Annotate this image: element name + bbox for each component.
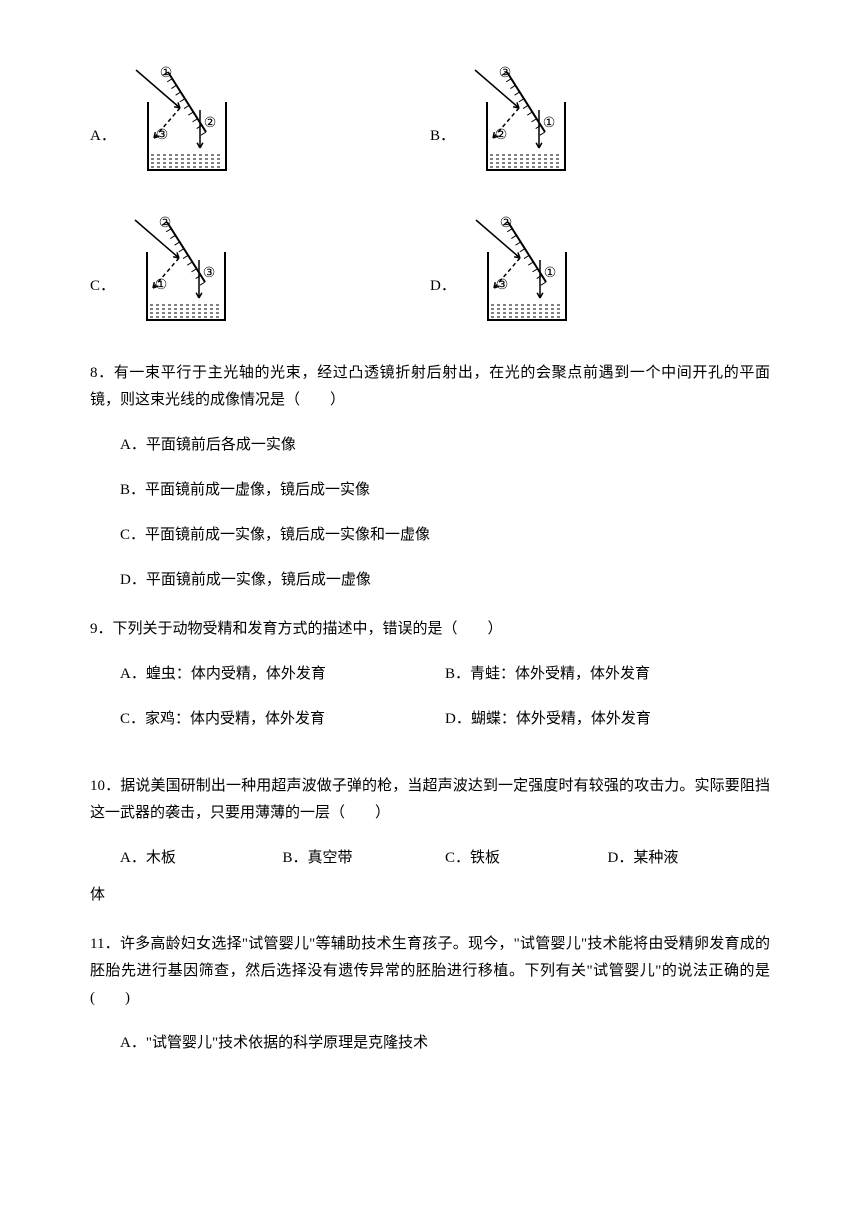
q7-diagram-D: ② ③ ① xyxy=(468,210,578,325)
q7-diagram-C: ② ① ③ xyxy=(127,210,237,325)
svg-text:②: ② xyxy=(204,114,217,130)
q10-opt-C: C．铁板 xyxy=(445,845,608,872)
svg-text:②: ② xyxy=(159,214,172,230)
q11-text: 许多高龄妇女选择"试管婴儿"等辅助技术生育孩子。现今，"试管婴儿"技术能将由受精… xyxy=(90,936,770,1006)
q9-options: A．蝗虫：体内受精，体外发育 B．青蛙：体外受精，体外发育 C．家鸡：体内受精，… xyxy=(120,661,770,751)
svg-text:①: ① xyxy=(155,276,168,292)
q8-number: 8． xyxy=(90,365,114,381)
q10-opt-D: D．某种液 xyxy=(608,845,771,872)
q7-row1: A． ① ③ ② B． ③ ② ① xyxy=(90,60,770,175)
q11-options: A．"试管婴儿"技术依据的科学原理是克隆技术 xyxy=(120,1030,770,1057)
q7-diagram-A: ① ③ ② xyxy=(128,60,238,175)
svg-text:②: ② xyxy=(500,214,513,230)
q7-label-A: A． xyxy=(90,123,116,150)
svg-text:③: ③ xyxy=(499,64,512,80)
q10-number: 10． xyxy=(90,778,120,794)
svg-text:②: ② xyxy=(495,126,508,142)
svg-text:③: ③ xyxy=(203,264,216,280)
q9-opt-B: B．青蛙：体外受精，体外发育 xyxy=(445,661,770,688)
q7-option-C: C． ② ① ③ xyxy=(90,210,430,325)
q9: 9．下列关于动物受精和发育方式的描述中，错误的是（ ） xyxy=(90,616,770,643)
q7-label-B: B． xyxy=(430,123,455,150)
q8-options: A．平面镜前后各成一实像 B．平面镜前成一虚像，镜后成一实像 C．平面镜前成一实… xyxy=(120,432,770,594)
q11: 11．许多高龄妇女选择"试管婴儿"等辅助技术生育孩子。现今，"试管婴儿"技术能将… xyxy=(90,931,770,1012)
q8-opt-C: C．平面镜前成一实像，镜后成一实像和一虚像 xyxy=(120,522,770,549)
q7-row2: C． ② ① ③ D． ② ③ ① xyxy=(90,210,770,325)
q8-opt-B: B．平面镜前成一虚像，镜后成一实像 xyxy=(120,477,770,504)
q9-opt-C: C．家鸡：体内受精，体外发育 xyxy=(120,706,445,733)
q8-opt-D: D．平面镜前成一实像，镜后成一虚像 xyxy=(120,567,770,594)
q7-option-B: B． ③ ② ① xyxy=(430,60,770,175)
q10-text: 据说美国研制出一种用超声波做子弹的枪，当超声波达到一定强度时有较强的攻击力。实际… xyxy=(90,778,770,821)
q10-opt-A: A．木板 xyxy=(120,845,283,872)
q7-label-C: C． xyxy=(90,273,115,300)
svg-text:③: ③ xyxy=(496,276,509,292)
q9-number: 9． xyxy=(90,621,113,637)
q9-opt-D: D．蝴蝶：体外受精，体外发育 xyxy=(445,706,770,733)
svg-text:①: ① xyxy=(544,264,557,280)
svg-text:③: ③ xyxy=(156,126,169,142)
q9-opt-A: A．蝗虫：体内受精，体外发育 xyxy=(120,661,445,688)
svg-text:①: ① xyxy=(160,64,173,80)
q8: 8．有一束平行于主光轴的光束，经过凸透镜折射后射出，在光的会聚点前遇到一个中间开… xyxy=(90,360,770,414)
q10-opt-B: B．真空带 xyxy=(283,845,446,872)
q10: 10．据说美国研制出一种用超声波做子弹的枪，当超声波达到一定强度时有较强的攻击力… xyxy=(90,773,770,827)
q7-label-D: D． xyxy=(430,273,456,300)
q10-wrap: 体 xyxy=(90,882,770,909)
q7-diagram-B: ③ ② ① xyxy=(467,60,577,175)
q11-number: 11． xyxy=(90,936,120,952)
q7-option-A: A． ① ③ ② xyxy=(90,60,430,175)
q9-text: 下列关于动物受精和发育方式的描述中，错误的是（ ） xyxy=(113,621,503,637)
q11-opt-A: A．"试管婴儿"技术依据的科学原理是克隆技术 xyxy=(120,1030,770,1057)
q7-option-D: D． ② ③ ① xyxy=(430,210,770,325)
q8-opt-A: A．平面镜前后各成一实像 xyxy=(120,432,770,459)
svg-text:①: ① xyxy=(543,114,556,130)
q8-text: 有一束平行于主光轴的光束，经过凸透镜折射后射出，在光的会聚点前遇到一个中间开孔的… xyxy=(90,365,770,408)
q10-options: A．木板 B．真空带 C．铁板 D．某种液 xyxy=(120,845,770,872)
